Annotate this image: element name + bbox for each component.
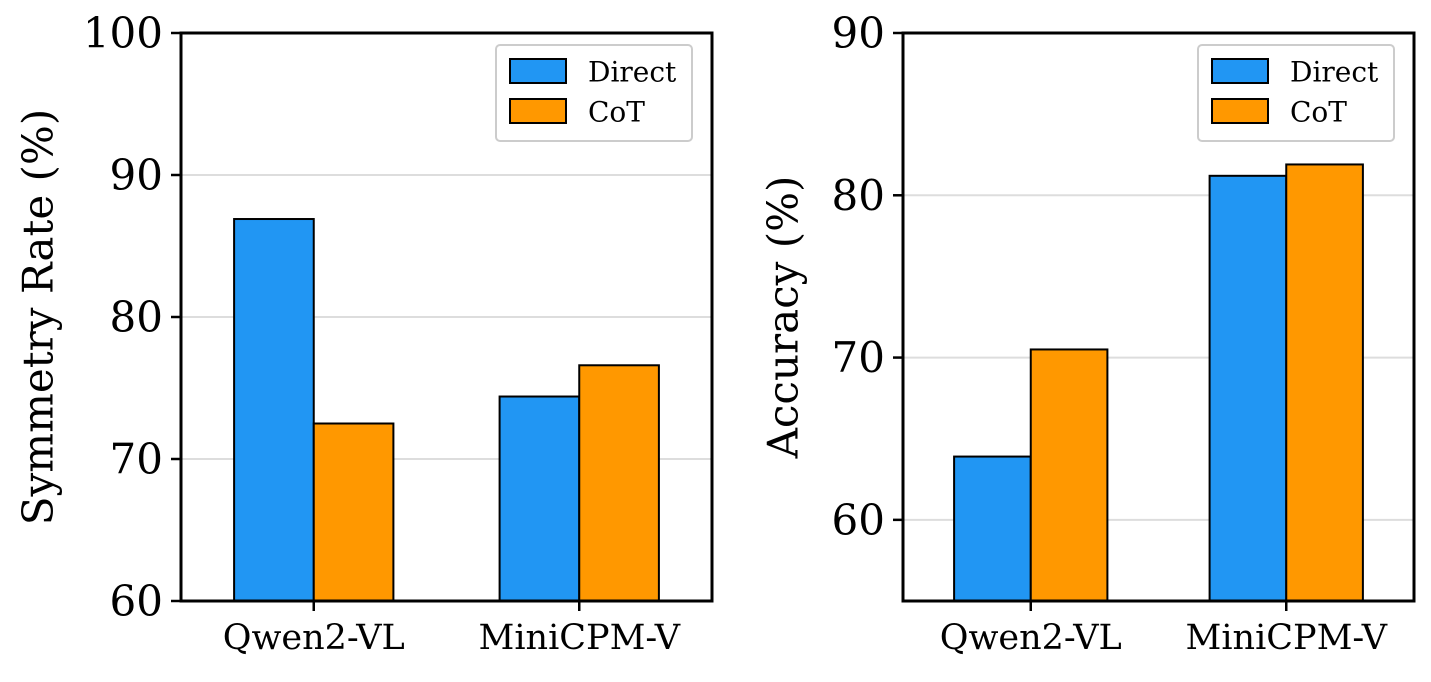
chart-panel-2: 60 70 80 90 Qwen2-VL MiniCPM-V Accuracy (%) Dir… <box>759 9 1416 658</box>
bar-cot-qwen2-vl <box>312 422 395 602</box>
axes-frame <box>901 31 1416 603</box>
bar-direct-qwen2-vl <box>233 218 315 603</box>
legend: Direct CoT <box>1197 44 1395 142</box>
legend-label-cot: CoT <box>588 96 645 129</box>
bar-direct-minicpm-v <box>1208 174 1288 602</box>
bar-cot-minicpm-v <box>1285 163 1364 603</box>
y-tick-label: 70 <box>832 333 885 382</box>
legend-label-direct: Direct <box>588 56 677 89</box>
chart-panel-1: 60 70 80 90 100 Qwen2-VL MiniCPM-V Symmetry Rat… <box>14 9 714 658</box>
x-tick-label: Qwen2-VL <box>940 618 1122 658</box>
y-axis-title: Symmetry Rate (%) <box>14 109 63 525</box>
y-axis-title: Accuracy (%) <box>759 176 808 460</box>
y-tick-label: 90 <box>832 9 885 58</box>
bar-cot-minicpm-v <box>578 364 660 602</box>
x-tick-label: Qwen2-VL <box>223 618 405 658</box>
x-tick-label: MiniCPM-V <box>479 618 681 658</box>
bar-cot-qwen2-vl <box>1029 348 1109 603</box>
legend-swatch-direct <box>509 58 567 84</box>
y-tick-label: 90 <box>110 151 163 200</box>
bar-direct-qwen2-vl <box>953 455 1032 602</box>
y-tick-label: 60 <box>832 495 885 544</box>
legend-swatch-cot <box>1211 98 1269 124</box>
bar-direct-minicpm-v <box>498 395 581 602</box>
y-tick-label: 80 <box>110 293 163 342</box>
x-tick-label: MiniCPM-V <box>1186 618 1388 658</box>
y-tick-label: 60 <box>110 577 163 626</box>
legend: Direct CoT <box>495 44 693 142</box>
legend-label-direct: Direct <box>1290 56 1379 89</box>
y-tick-label: 80 <box>832 171 885 220</box>
legend-label-cot: CoT <box>1290 96 1347 129</box>
legend-swatch-cot <box>509 98 567 124</box>
y-tick-label: 70 <box>110 435 163 484</box>
legend-swatch-direct <box>1211 58 1269 84</box>
y-tick-label: 100 <box>83 9 163 58</box>
